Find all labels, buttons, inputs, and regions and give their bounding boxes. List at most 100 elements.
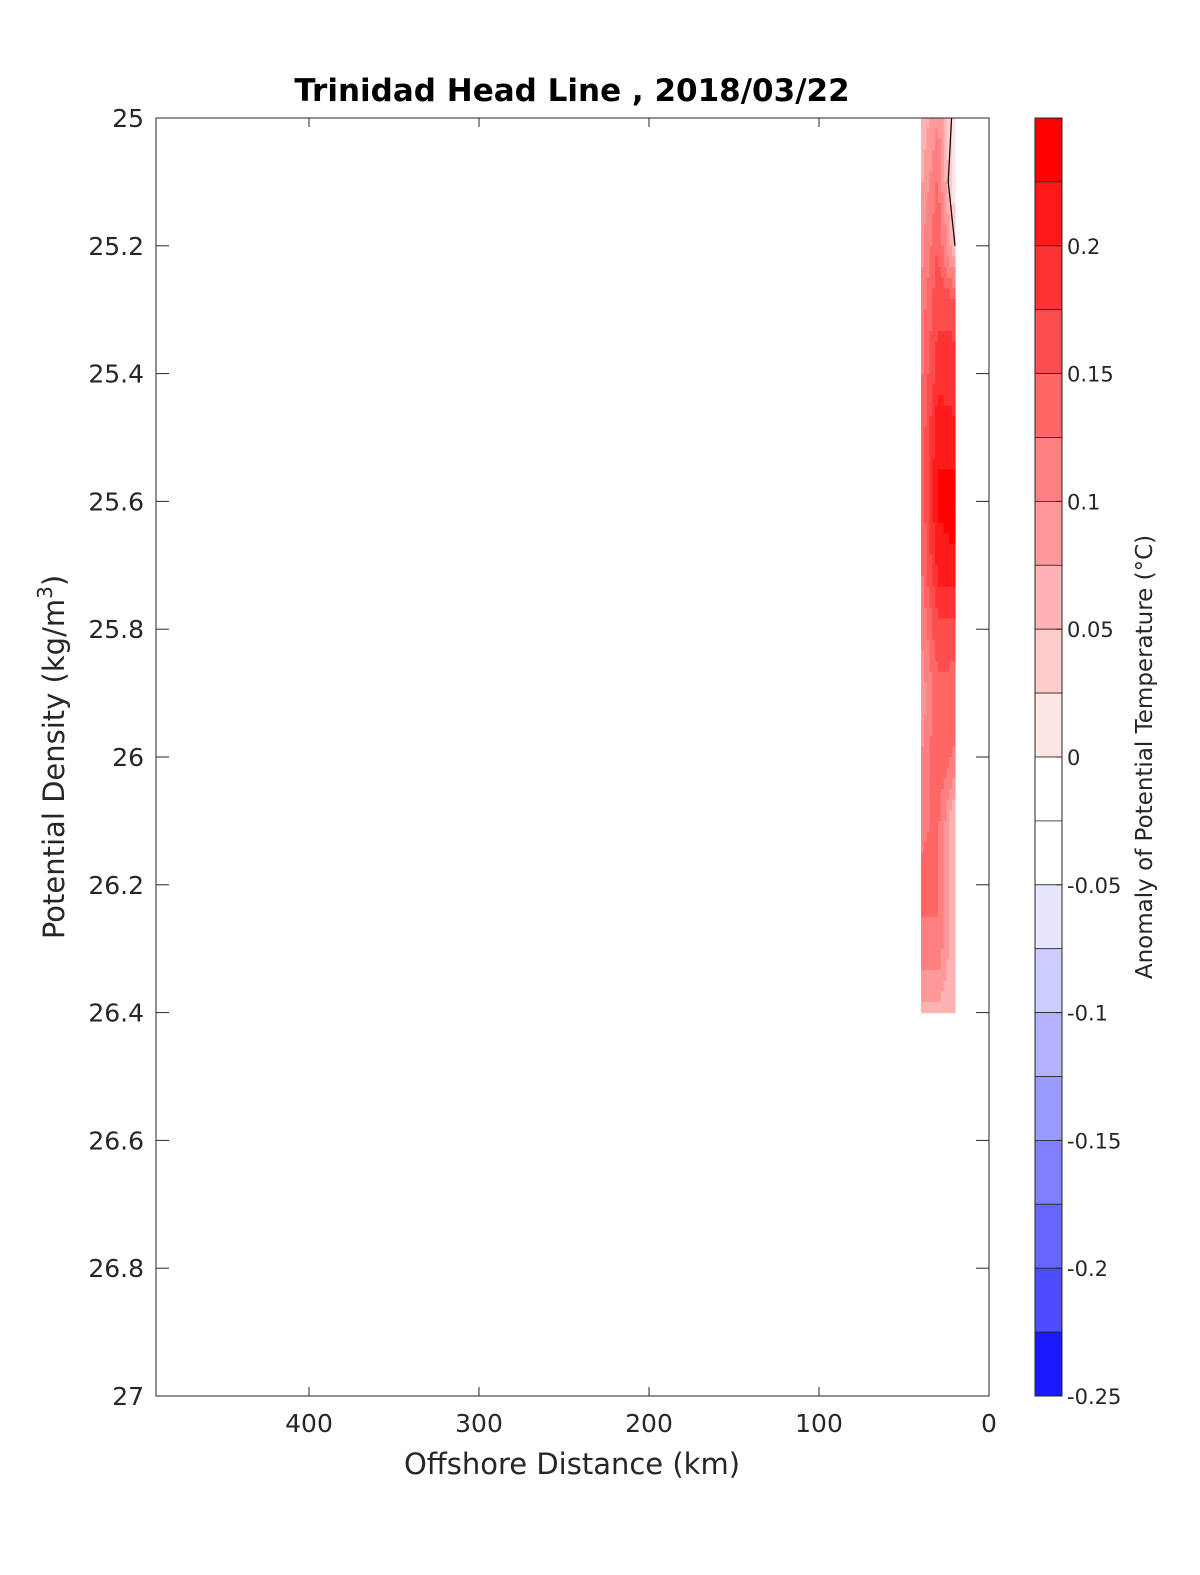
field-cell	[938, 235, 942, 247]
colorbar-block	[1034, 1140, 1063, 1205]
x-tick-label: 0	[981, 1409, 997, 1438]
field-cell	[946, 235, 950, 247]
field-cell	[952, 533, 956, 545]
field-cell	[938, 703, 942, 715]
field-cell	[940, 906, 945, 918]
field-cell	[923, 671, 928, 684]
field-cell	[940, 362, 945, 375]
zero-contour-line	[947, 117, 956, 246]
field-cell	[938, 373, 942, 385]
field-cell	[929, 863, 933, 875]
field-cell	[938, 810, 942, 822]
field-cell	[921, 597, 925, 609]
field-cell	[932, 309, 936, 321]
field-cell	[932, 171, 936, 183]
field-cell	[949, 501, 953, 513]
field-cell	[949, 458, 953, 471]
field-cell	[940, 533, 945, 545]
field-cell	[921, 118, 925, 130]
field-cell	[946, 639, 950, 652]
field-cell	[935, 639, 939, 652]
field-cell	[938, 757, 942, 769]
field-cell	[938, 927, 942, 939]
field-cell	[952, 682, 956, 694]
field-cell	[932, 299, 936, 311]
field-cell	[926, 810, 931, 822]
field-cell	[952, 544, 956, 556]
field-cell	[932, 384, 936, 396]
field-cell	[938, 192, 942, 204]
field-cell	[923, 352, 928, 364]
field-cell	[943, 618, 948, 630]
field-cell	[949, 725, 953, 737]
y-tick-label: 26	[112, 743, 144, 772]
chart-title: Trinidad Head Line , 2018/03/22	[294, 73, 849, 109]
field-cell	[932, 948, 936, 960]
field-cell	[923, 906, 928, 918]
field-cell	[943, 810, 948, 822]
field-cell	[921, 405, 925, 417]
field-cell	[946, 139, 950, 151]
field-cell	[926, 895, 931, 907]
field-cell	[929, 192, 933, 204]
field-cell	[946, 757, 950, 769]
field-cell	[943, 512, 948, 524]
field-cell	[932, 778, 936, 790]
field-cell	[926, 959, 931, 971]
field-cell	[943, 959, 948, 971]
field-cell	[921, 863, 925, 875]
field-cell	[932, 799, 936, 811]
field-cell	[952, 629, 956, 641]
field-cell	[943, 299, 948, 311]
field-cell	[943, 213, 948, 226]
field-cell	[926, 799, 931, 811]
field-cell	[923, 788, 928, 801]
field-cell	[946, 490, 950, 502]
field-cell	[938, 831, 942, 843]
field-cell	[938, 501, 942, 513]
field-cell	[929, 171, 933, 183]
field-cell	[940, 139, 945, 151]
field-cell	[938, 991, 942, 1003]
field-cell	[946, 458, 950, 471]
field-cell	[935, 118, 939, 130]
field-cell	[935, 373, 939, 385]
field-cell	[921, 181, 925, 194]
field-cell	[952, 618, 956, 630]
field-cell	[946, 352, 950, 364]
field-cell	[929, 245, 933, 258]
field-cell	[929, 203, 933, 215]
field-cell	[952, 980, 956, 992]
field-cell	[940, 991, 945, 1003]
field-cell	[935, 799, 939, 811]
x-tick-label: 200	[625, 1409, 673, 1438]
field-cell	[946, 309, 950, 321]
field-cell	[923, 362, 928, 375]
field-cell	[952, 959, 956, 971]
field-cell	[923, 703, 928, 715]
field-cell	[938, 948, 942, 960]
field-cell	[929, 650, 933, 662]
field-cell	[935, 693, 939, 705]
field-cell	[943, 884, 948, 897]
field-cell	[952, 757, 956, 769]
field-cell	[943, 661, 948, 673]
field-cell	[935, 575, 939, 588]
field-cell	[923, 575, 928, 588]
field-cell	[921, 1001, 925, 1014]
field-cell	[929, 618, 933, 630]
field-cell	[949, 788, 953, 801]
field-cell	[946, 725, 950, 737]
field-cell	[932, 746, 936, 758]
field-cell	[952, 512, 956, 524]
field-cell	[943, 394, 948, 407]
field-cell	[946, 938, 950, 950]
field-cell	[932, 522, 936, 534]
field-cell	[932, 458, 936, 471]
field-cell	[926, 320, 931, 332]
field-cell	[949, 405, 953, 417]
field-cell	[926, 874, 931, 886]
field-cell	[949, 224, 953, 236]
field-cell	[921, 352, 925, 364]
field-cell	[946, 703, 950, 715]
